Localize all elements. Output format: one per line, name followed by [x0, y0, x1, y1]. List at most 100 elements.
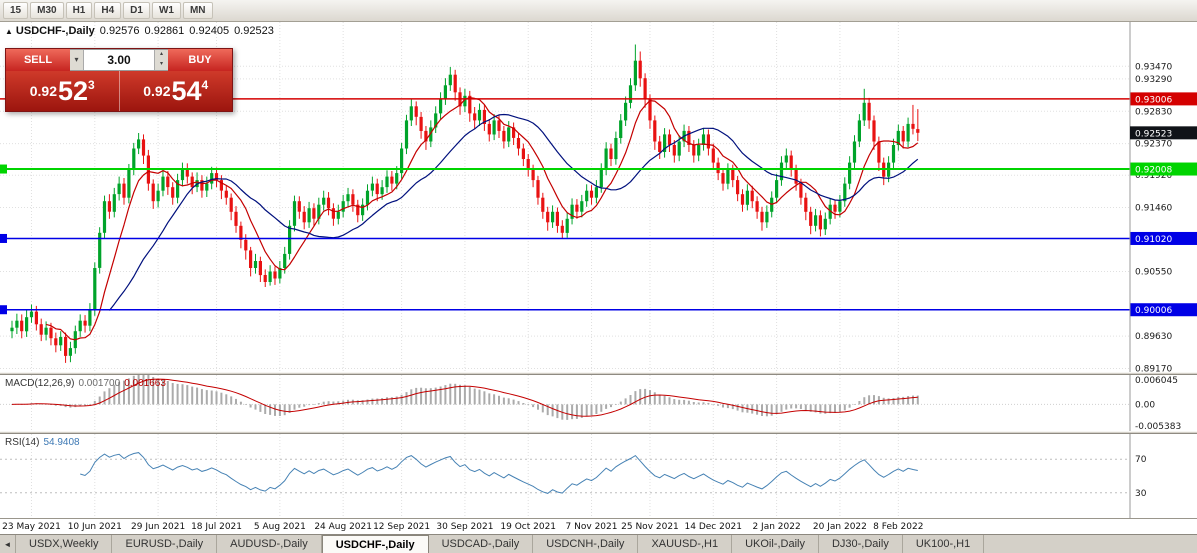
svg-text:0.92370: 0.92370: [1135, 140, 1172, 150]
time-axis-label: 10 Jun 2021: [67, 522, 122, 532]
svg-text:0.006045: 0.006045: [1135, 376, 1178, 386]
time-axis-label: 19 Oct 2021: [500, 522, 557, 532]
time-axis-label: 25 Nov 2021: [621, 522, 679, 532]
svg-text:0.91920: 0.91920: [1135, 171, 1172, 181]
macd-signal-line: [11, 378, 918, 417]
lot-spin-up-icon[interactable]: ▴: [159, 51, 163, 57]
time-axis-label: 18 Jul 2021: [191, 522, 242, 532]
level-left-tag: [0, 164, 7, 174]
time-axis-label: 8 Feb 2022: [873, 522, 924, 532]
svg-text:0.00: 0.00: [1135, 400, 1155, 410]
lot-dropdown-icon[interactable]: ▾: [70, 50, 84, 70]
sell-price-display[interactable]: 0.92 52 3: [6, 71, 119, 111]
tab-scroll-left-button[interactable]: ◄: [0, 535, 16, 553]
level-price-badge: 0.92008: [1130, 162, 1197, 176]
buy-button[interactable]: BUY: [168, 49, 232, 71]
chart-tab-dj30-daily[interactable]: DJ30-,Daily: [819, 535, 903, 553]
panel-splitter[interactable]: [0, 372, 1197, 375]
time-axis-label: 14 Dec 2021: [684, 522, 743, 532]
time-axis-label: 30 Sep 2021: [436, 522, 494, 532]
period-button-d1[interactable]: D1: [123, 2, 150, 19]
period-button-mn[interactable]: MN: [182, 2, 213, 19]
lot-size-value[interactable]: 3.00: [107, 53, 131, 67]
level-price-badge: 0.93006: [1130, 92, 1197, 106]
macd-signal-value: 0.001663: [124, 378, 166, 389]
svg-text:30: 30: [1135, 489, 1147, 499]
time-axis-label: 2 Jan 2022: [752, 522, 801, 532]
sell-price-big-digits: 52: [58, 75, 89, 106]
svg-text:0.92008: 0.92008: [1135, 166, 1172, 176]
period-button-15[interactable]: 15: [3, 2, 29, 19]
sell-price-pip-digit: 3: [88, 78, 95, 92]
svg-text:0.93470: 0.93470: [1135, 62, 1172, 72]
candles-group: [10, 44, 920, 363]
one-click-trading-panel: SELL ▾ 3.00 ▴ ▾ BUY 0.92 52 3 0.92 54 4: [5, 48, 233, 112]
time-axis[interactable]: 23 May 2021 10 Jun 2021 29 Jun 2021 18 Jul …: [0, 518, 1197, 534]
chart-tab-ukoil-daily[interactable]: UKOil-,Daily: [732, 535, 819, 553]
chart-tab-usdcad-daily[interactable]: USDCAD-,Daily: [429, 535, 534, 553]
panel-splitter[interactable]: [0, 431, 1197, 434]
buy-price-big-digits: 54: [171, 75, 202, 106]
macd-indicator-label: MACD(12,26,9) 0.001700 0.001663: [5, 378, 166, 389]
macd-main-value: 0.001700: [78, 378, 121, 389]
lot-size-field[interactable]: ▾ 3.00 ▴ ▾: [70, 49, 168, 71]
chart-tab-usdcnh-daily[interactable]: USDCNH-,Daily: [533, 535, 639, 553]
rsi-value: 54.9408: [43, 437, 80, 448]
chart-tab-xauusd-h1[interactable]: XAUUSD-,H1: [638, 535, 733, 553]
chart-tab-usdchf-daily[interactable]: USDCHF-,Daily: [321, 535, 429, 553]
sell-price-prefix: 0.92: [29, 83, 57, 99]
period-button-h1[interactable]: H1: [65, 2, 93, 19]
collapse-arrow-icon[interactable]: ▲: [5, 27, 13, 36]
vertical-grid: [30, 434, 899, 518]
chart-tab-usdx-weekly[interactable]: USDX,Weekly: [16, 535, 113, 553]
macd-pane[interactable]: 0.006045 0.00 -0.005383: [0, 375, 1197, 431]
buy-price-prefix: 0.92: [143, 83, 171, 99]
svg-text:0.93006: 0.93006: [1135, 95, 1172, 105]
open-value: 0.92576: [99, 25, 140, 37]
sell-button[interactable]: SELL: [6, 49, 70, 71]
timeframe-toolbar: 15 M30 H1 H4 D1 W1 MN: [0, 0, 1197, 22]
level-price-badge: 0.91020: [1130, 231, 1197, 245]
chart-symbol-label: USDCHF-,Daily: [15, 25, 95, 37]
svg-text:0.90550: 0.90550: [1135, 267, 1172, 277]
current-price-badge: 0.92523: [1130, 126, 1197, 140]
svg-text:0.90006: 0.90006: [1135, 306, 1172, 316]
svg-text:0.89170: 0.89170: [1135, 364, 1172, 372]
chart-ohlc-header: ▲ USDCHF-,Daily 0.92576 0.92861 0.92405 0.925…: [5, 25, 274, 37]
rsi-name: RSI(14): [5, 437, 40, 448]
time-axis-label: 7 Nov 2021: [565, 522, 618, 532]
svg-text:0.92830: 0.92830: [1135, 107, 1172, 117]
chart-area[interactable]: 0.93470 0.93290 0.92830 0.92370 0.91920 0.914…: [0, 22, 1197, 534]
level-left-tag: [0, 233, 7, 243]
lot-spinner[interactable]: ▴ ▾: [154, 50, 168, 70]
svg-text:0.91020: 0.91020: [1135, 235, 1172, 245]
chart-tab-uk100-h1[interactable]: UK100-,H1: [903, 535, 985, 553]
lot-spin-down-icon[interactable]: ▾: [159, 61, 163, 67]
time-axis-label: 29 Jun 2021: [131, 522, 186, 532]
buy-price-pip-digit: 4: [201, 78, 209, 92]
period-button-h4[interactable]: H4: [94, 2, 122, 19]
price-axis[interactable]: 0.93470 0.93290 0.92830 0.92370 0.91920 0.914…: [1135, 62, 1172, 372]
low-value: 0.92405: [189, 25, 230, 37]
rsi-indicator-label: RSI(14) 54.9408: [5, 437, 80, 448]
time-axis-label: 23 May 2021: [2, 522, 61, 532]
time-axis-label: 24 Aug 2021: [314, 522, 372, 532]
rsi-pane[interactable]: 70 30: [0, 434, 1197, 518]
chart-tab-eurusd-daily[interactable]: EURUSD-,Daily: [112, 535, 218, 553]
svg-text:-0.005383: -0.005383: [1135, 422, 1181, 431]
chart-tab-audusd-daily[interactable]: AUDUSD-,Daily: [217, 535, 322, 553]
level-price-badge: 0.90006: [1130, 303, 1197, 317]
svg-text:0.91460: 0.91460: [1135, 204, 1172, 214]
buy-price-display[interactable]: 0.92 54 4: [120, 71, 233, 111]
macd-histogram: [11, 375, 919, 420]
period-button-m30[interactable]: M30: [30, 2, 64, 19]
rsi-axis[interactable]: 70 30: [1135, 455, 1147, 499]
ma-fast-line[interactable]: [45, 96, 919, 341]
ma-slow-line[interactable]: [108, 113, 919, 311]
svg-text:0.93290: 0.93290: [1135, 75, 1172, 85]
period-button-w1[interactable]: W1: [151, 2, 181, 19]
svg-text:0.89630: 0.89630: [1135, 332, 1172, 342]
chart-window-tab-bar: ◄ USDX,Weekly EURUSD-,Daily AUDUSD-,Daily US…: [0, 534, 1197, 553]
macd-axis[interactable]: 0.006045 0.00 -0.005383: [1135, 376, 1181, 431]
svg-text:0.92523: 0.92523: [1135, 129, 1172, 139]
